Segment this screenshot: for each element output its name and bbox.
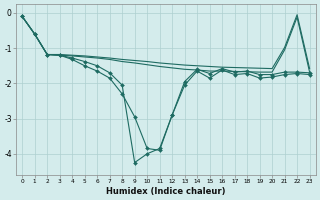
- X-axis label: Humidex (Indice chaleur): Humidex (Indice chaleur): [106, 187, 226, 196]
